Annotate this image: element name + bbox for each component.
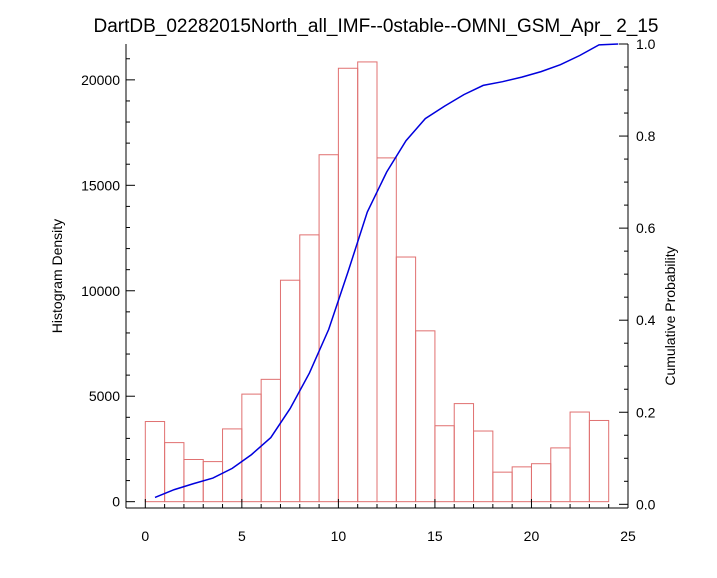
y2-tick-label: 1.0 <box>636 36 656 52</box>
histogram-bar <box>453 403 475 503</box>
x-tick-label: 25 <box>620 528 636 544</box>
histogram-bar <box>492 471 513 503</box>
histogram-bar <box>511 466 532 503</box>
histogram-bar <box>357 61 378 503</box>
x-tick-label: 20 <box>524 528 540 544</box>
y-tick-label: 20000 <box>81 72 120 88</box>
cumulative-line-layer <box>154 43 619 499</box>
x-tick-label: 15 <box>427 528 443 544</box>
histogram-bar <box>588 419 610 503</box>
histogram-bar <box>434 425 455 503</box>
y2-tick-label: 0.6 <box>636 220 656 236</box>
histogram-bar <box>376 157 397 503</box>
x-tick-label: 0 <box>141 528 149 544</box>
y2-tick-label: 0.0 <box>636 496 656 512</box>
y-tick-label: 0 <box>112 494 120 510</box>
histogram-bar <box>260 378 281 503</box>
histogram-bars <box>144 61 610 503</box>
y-tick-label: 15000 <box>81 177 120 193</box>
histogram-bar <box>144 421 166 503</box>
y2-tick-label: 0.4 <box>636 312 656 328</box>
histogram-bar <box>202 461 224 503</box>
histogram-bar <box>415 330 436 503</box>
y2-tick-label: 0.2 <box>636 404 656 420</box>
histogram-bar <box>299 234 320 503</box>
cumulative-probability-line <box>154 43 619 499</box>
chart-title: DartDB_02282015North_all_IMF--0stable--O… <box>94 16 659 37</box>
histogram-bar <box>569 411 590 503</box>
x-tick-label: 10 <box>331 528 347 544</box>
histogram-bar <box>183 458 204 503</box>
histogram-bar <box>279 279 301 503</box>
histogram-bar <box>395 256 417 503</box>
histogram-bar <box>222 428 243 503</box>
x-tick-label: 5 <box>238 528 246 544</box>
y2-axis-label: Cumulative Probability <box>662 246 678 385</box>
y-tick-label: 10000 <box>81 283 120 299</box>
histogram-bar <box>550 447 571 503</box>
y-tick-label: 5000 <box>89 388 120 404</box>
y2-tick-label: 0.8 <box>636 128 656 144</box>
axes: 0 5 10 15 20 25 0 5000 10000 15000 20000 0.0 0.2 0.4 0… <box>81 36 656 544</box>
histogram-bar <box>473 430 494 503</box>
histogram-bar <box>337 67 359 503</box>
histogram-bar <box>530 463 552 503</box>
y-axis-label: Histogram Density <box>49 219 65 333</box>
